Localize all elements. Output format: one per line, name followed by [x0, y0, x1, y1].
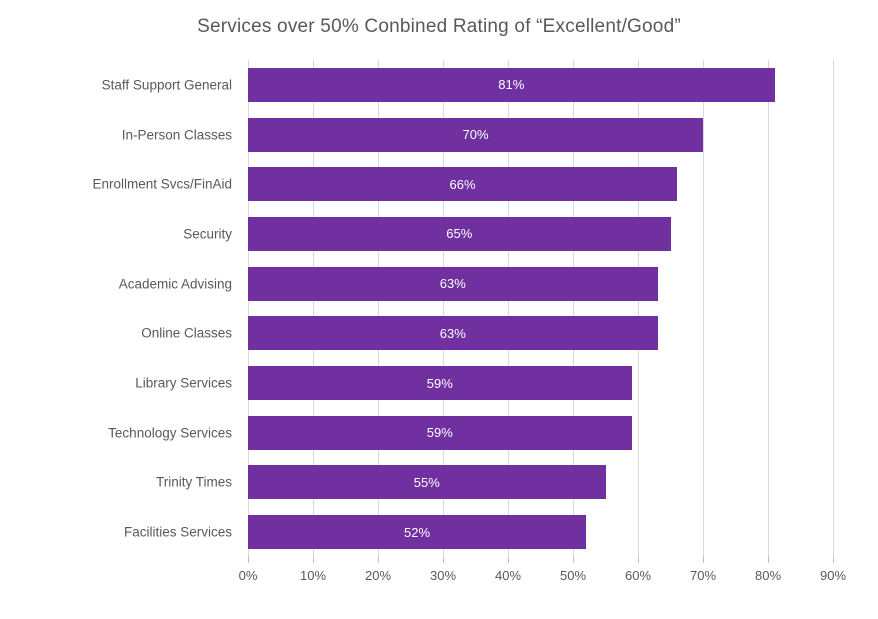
gridline [248, 60, 249, 557]
bar-value-label: 70% [462, 127, 489, 143]
gridline [443, 60, 444, 557]
x-axis-tick-label: 30% [429, 568, 457, 583]
x-axis-tick-label: 90% [819, 568, 847, 583]
x-axis-tick-mark [378, 557, 379, 563]
category-label: Technology Services [108, 425, 232, 441]
gridline [378, 60, 379, 557]
x-axis-tick-mark [313, 557, 314, 563]
x-axis-tick-label: 80% [754, 568, 782, 583]
gridline [313, 60, 314, 557]
category-label: In-Person Classes [121, 127, 232, 143]
gridline [508, 60, 509, 557]
bar-enrollment-svcs-finaid: 66% [248, 167, 677, 202]
bar-facilities-services: 52% [248, 515, 586, 550]
bar-value-label: 59% [426, 375, 453, 391]
bar-value-label: 63% [439, 325, 466, 341]
category-label: Facilities Services [123, 524, 232, 540]
x-axis-tick-mark [833, 557, 834, 563]
bar-academic-advising: 63% [248, 266, 658, 301]
bar-in-person-classes: 70% [248, 117, 703, 152]
category-label: Enrollment Svcs/FinAid [92, 176, 232, 192]
x-axis-tick-mark [508, 557, 509, 563]
x-axis-tick-label: 20% [364, 568, 392, 583]
x-axis-tick-mark [768, 557, 769, 563]
gridline [768, 60, 769, 557]
x-axis-tick-mark [703, 557, 704, 563]
category-label: Trinity Times [155, 474, 232, 490]
x-axis-tick-mark [248, 557, 249, 563]
x-axis-tick-label: 0% [238, 568, 258, 583]
gridline [833, 60, 834, 557]
bar-value-label: 81% [498, 77, 525, 93]
bar-value-label: 63% [439, 276, 466, 292]
x-axis-tick-label: 50% [559, 568, 587, 583]
bar-value-label: 66% [449, 176, 476, 192]
x-axis-tick-mark [573, 557, 574, 563]
bar-value-label: 55% [413, 474, 440, 490]
bar-staff-support-general: 81% [248, 67, 775, 102]
category-label: Online Classes [141, 325, 232, 341]
x-axis-tick-label: 70% [689, 568, 717, 583]
bar-technology-services: 59% [248, 415, 632, 450]
x-axis-tick-label: 60% [624, 568, 652, 583]
bar-value-label: 52% [403, 524, 431, 540]
bar-online-classes: 63% [248, 316, 658, 351]
bar-value-label: 59% [426, 425, 453, 441]
category-label: Library Services [135, 375, 232, 391]
x-axis-tick-mark [638, 557, 639, 563]
category-label: Academic Advising [118, 276, 232, 292]
x-axis-tick-label: 10% [299, 568, 327, 583]
category-label: Security [183, 226, 232, 242]
gridline [573, 60, 574, 557]
bar-trinity-times: 55% [248, 465, 606, 500]
x-axis-tick-label: 40% [494, 568, 522, 583]
gridline [703, 60, 704, 557]
x-axis-tick-mark [443, 557, 444, 563]
bar-library-services: 59% [248, 366, 632, 401]
bar-value-label: 65% [446, 226, 473, 242]
chart-title: Services over 50% Conbined Rating of “Ex… [197, 16, 681, 37]
category-label: Staff Support General [101, 77, 232, 93]
bar-security: 65% [248, 216, 671, 251]
gridline [638, 60, 639, 557]
plot-area: 81% 70% 66% 65% 63% 63% 59% 59% 55% 52% [248, 60, 834, 563]
